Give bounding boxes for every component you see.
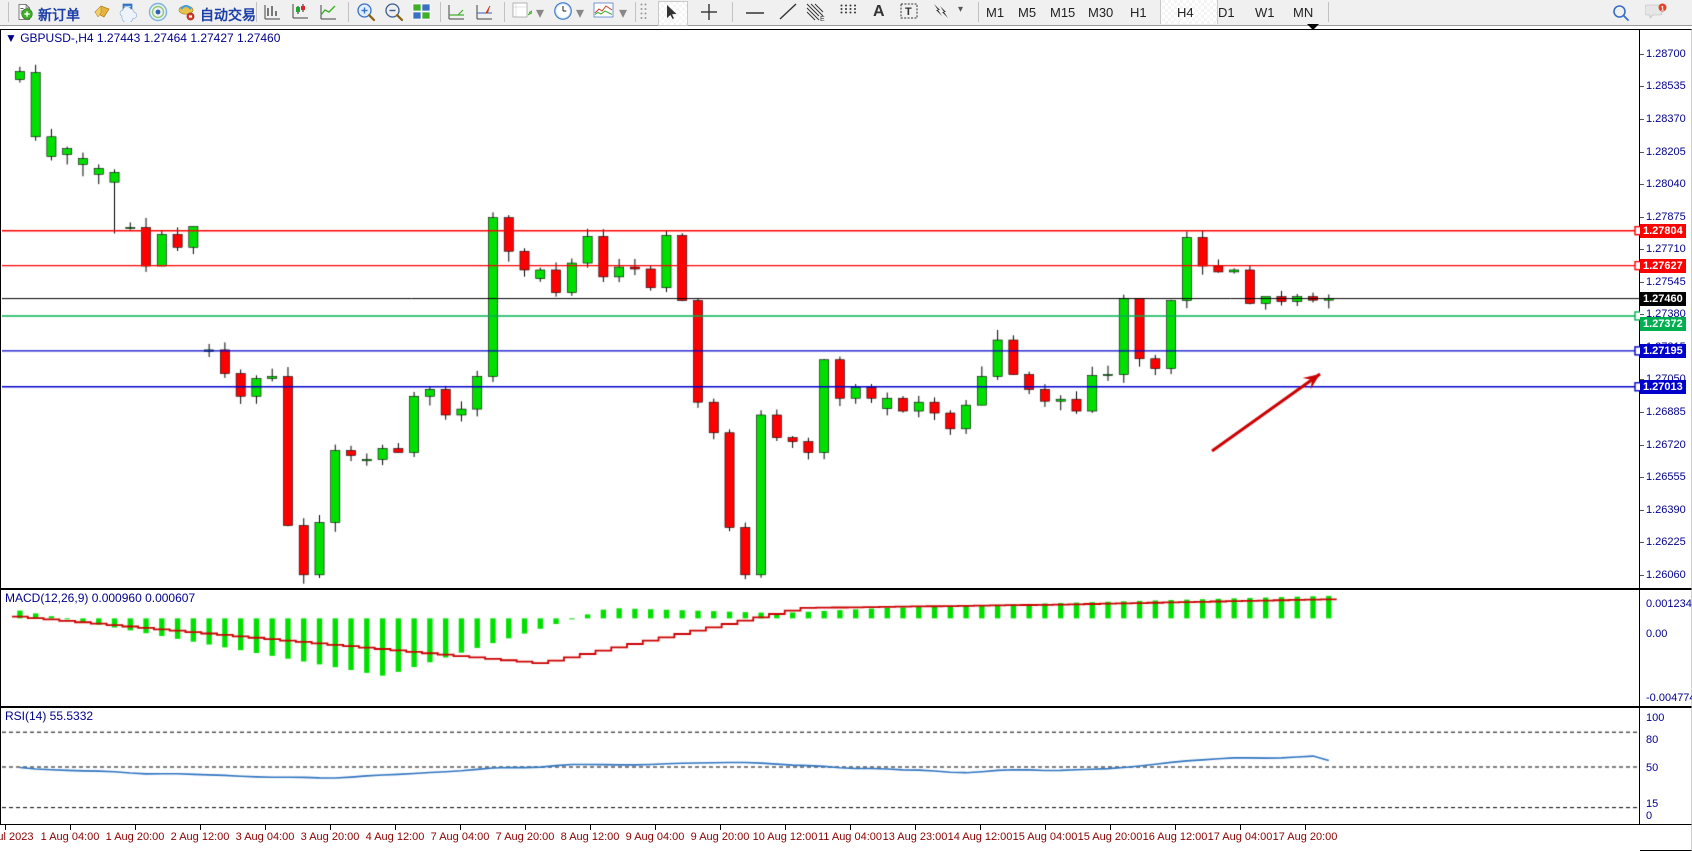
svg-text:E: E (820, 16, 825, 22)
svg-text:T: T (905, 6, 912, 18)
